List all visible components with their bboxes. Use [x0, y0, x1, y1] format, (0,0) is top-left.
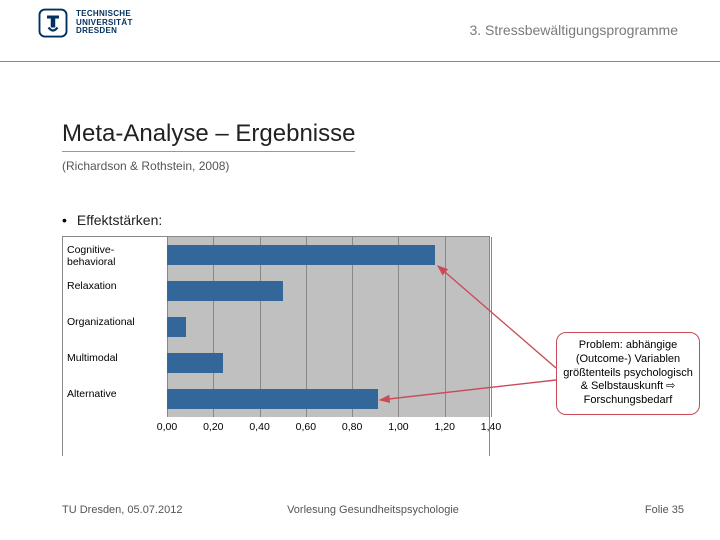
x-tick-label: 0,40 — [249, 421, 269, 433]
category-label: Multimodal — [63, 353, 163, 365]
chart-container: 0,000,200,400,600,801,001,201,40Cognitiv… — [62, 236, 490, 456]
category-label: Organizational — [63, 317, 163, 329]
category-label: Alternative — [63, 389, 163, 401]
slide-root: TECHNISCHE UNIVERSITÄT DRESDEN 3. Stress… — [0, 0, 720, 540]
grid-line — [445, 237, 446, 417]
bar — [167, 389, 378, 409]
category-label: Relaxation — [63, 281, 163, 293]
x-tick-label: 0,00 — [157, 421, 177, 433]
footer-center: Vorlesung Gesundheitspsychologie — [287, 504, 459, 516]
logo-line-3: DRESDEN — [76, 27, 133, 36]
section-label: 3. Stressbewältigungsprogramme — [469, 22, 678, 38]
x-tick-label: 0,60 — [296, 421, 316, 433]
bullet-effect-sizes: Effektstärken: — [62, 212, 162, 228]
bar — [167, 353, 223, 373]
x-tick-label: 1,00 — [388, 421, 408, 433]
tud-logo-icon — [38, 8, 68, 38]
footer: TU Dresden, 05.07.2012 Vorlesung Gesundh… — [62, 504, 684, 516]
bar — [167, 317, 186, 337]
tud-logo: TECHNISCHE UNIVERSITÄT DRESDEN — [38, 8, 133, 38]
x-tick-label: 0,80 — [342, 421, 362, 433]
bar — [167, 245, 435, 265]
logo-text: TECHNISCHE UNIVERSITÄT DRESDEN — [76, 10, 133, 36]
effect-size-chart: 0,000,200,400,600,801,001,201,40Cognitiv… — [63, 237, 489, 456]
x-tick-label: 0,20 — [203, 421, 223, 433]
footer-left: TU Dresden, 05.07.2012 — [62, 504, 182, 516]
citation: (Richardson & Rothstein, 2008) — [62, 159, 229, 173]
slide-header: TECHNISCHE UNIVERSITÄT DRESDEN 3. Stress… — [0, 0, 720, 62]
slide-title: Meta-Analyse – Ergebnisse — [62, 120, 355, 152]
x-tick-label: 1,40 — [481, 421, 501, 433]
bullet-text: Effektstärken: — [77, 212, 162, 228]
plot-area — [167, 237, 489, 417]
category-label: Cognitive-behavioral — [63, 245, 163, 268]
grid-line — [491, 237, 492, 417]
footer-right: Folie 35 — [645, 504, 684, 516]
x-tick-label: 1,20 — [434, 421, 454, 433]
bar — [167, 281, 283, 301]
annotation-box: Problem: abhängige (Outcome-) Variablen … — [556, 332, 700, 415]
